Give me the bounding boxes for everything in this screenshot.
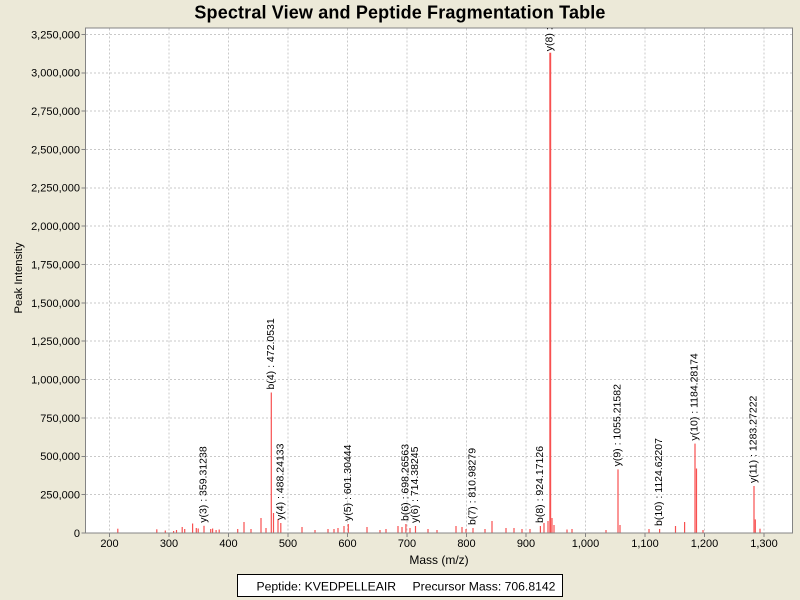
svg-text:900: 900 — [517, 538, 535, 550]
svg-text:2,250,000: 2,250,000 — [31, 183, 80, 195]
svg-text:Mass (m/z): Mass (m/z) — [409, 553, 468, 567]
svg-text:y(6) : 714.38245: y(6) : 714.38245 — [409, 446, 421, 523]
svg-text:1,500,000: 1,500,000 — [31, 298, 80, 310]
svg-text:1,300: 1,300 — [750, 538, 778, 550]
svg-text:1,250,000: 1,250,000 — [31, 336, 80, 348]
svg-text:700: 700 — [398, 538, 416, 550]
svg-text:Peptide: KVEDPELLEAIR: Peptide: KVEDPELLEAIR — [257, 579, 397, 593]
svg-text:Peak Intensity: Peak Intensity — [13, 242, 25, 313]
svg-text:1,000: 1,000 — [572, 538, 600, 550]
svg-text:2,500,000: 2,500,000 — [31, 144, 80, 156]
svg-text:b(8) : 924.17126: b(8) : 924.17126 — [534, 446, 546, 523]
svg-text:1,750,000: 1,750,000 — [31, 259, 80, 271]
svg-text:3,250,000: 3,250,000 — [31, 29, 80, 41]
svg-text:400: 400 — [219, 538, 237, 550]
svg-text:500,000: 500,000 — [40, 451, 80, 463]
svg-text:Spectral View and Peptide Frag: Spectral View and Peptide Fragmentation … — [194, 3, 605, 23]
svg-text:2,000,000: 2,000,000 — [31, 221, 80, 233]
svg-text:y(9) : 1055.21582: y(9) : 1055.21582 — [612, 384, 624, 466]
svg-text:b(6) : 698.26563: b(6) : 698.26563 — [399, 444, 411, 521]
svg-text:b(4) : 472.0531: b(4) : 472.0531 — [265, 318, 277, 389]
svg-text:2,750,000: 2,750,000 — [31, 106, 80, 118]
svg-text:1,200: 1,200 — [691, 538, 719, 550]
svg-text:b(10) : 1124.62207: b(10) : 1124.62207 — [653, 438, 665, 526]
svg-text:y(11) : 1283.27222: y(11) : 1283.27222 — [748, 395, 760, 483]
svg-text:3,000,000: 3,000,000 — [31, 68, 80, 80]
svg-text:600: 600 — [338, 538, 356, 550]
svg-text:y(5) : 601.30444: y(5) : 601.30444 — [342, 444, 354, 521]
svg-text:1,000,000: 1,000,000 — [31, 375, 80, 387]
svg-text:b(7) : 810.98279: b(7) : 810.98279 — [467, 448, 479, 525]
svg-text:y(10) : 1184.28174: y(10) : 1184.28174 — [689, 353, 701, 441]
svg-text:y(3) : 359.31238: y(3) : 359.31238 — [198, 446, 210, 523]
svg-text:1,100: 1,100 — [631, 538, 659, 550]
svg-text:800: 800 — [457, 538, 475, 550]
svg-text:200: 200 — [100, 538, 118, 550]
svg-text:y(8) : 940.48926: y(8) : 940.48926 — [544, 0, 556, 51]
svg-text:500: 500 — [279, 538, 297, 550]
svg-text:750,000: 750,000 — [40, 413, 80, 425]
svg-text:250,000: 250,000 — [40, 490, 80, 502]
svg-text:Precursor Mass: 706.8142: Precursor Mass: 706.8142 — [413, 579, 556, 593]
svg-text:y(4) : 488.24133: y(4) : 488.24133 — [274, 443, 286, 520]
svg-text:0: 0 — [74, 528, 80, 540]
svg-text:300: 300 — [160, 538, 178, 550]
